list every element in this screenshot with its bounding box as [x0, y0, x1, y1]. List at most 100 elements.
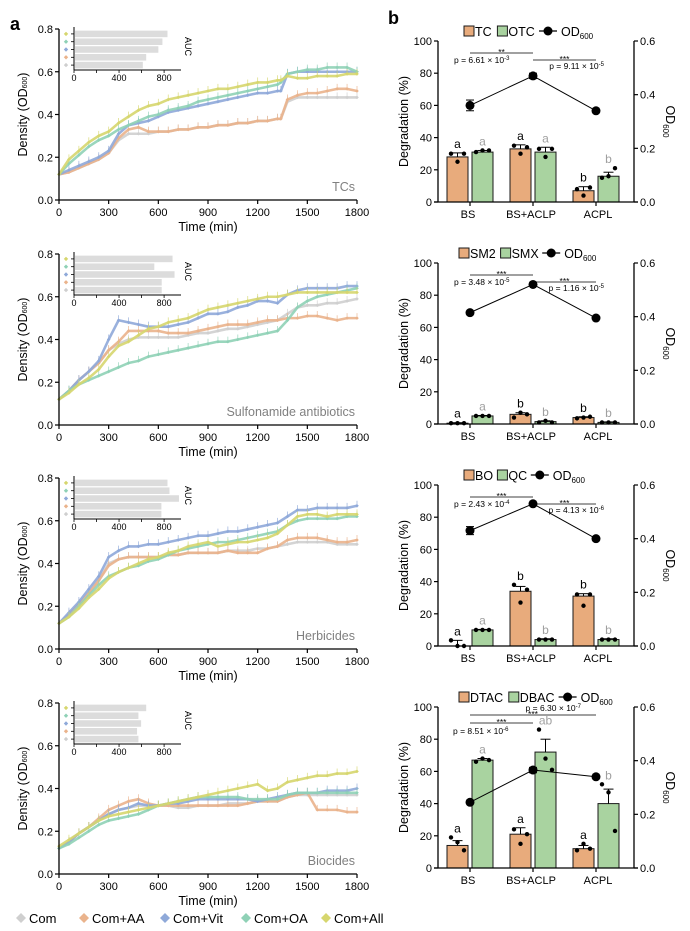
auc-x-tick-label: 800 [157, 747, 172, 757]
data-point-Com+AA [236, 121, 240, 125]
auc-series-marker [63, 256, 69, 262]
data-point-Com+OA [245, 797, 250, 801]
replicate-point [461, 420, 467, 426]
data-point-Com [355, 297, 359, 301]
od600-point [591, 313, 601, 323]
y-tick-label: 0.8 [38, 24, 53, 36]
data-point-Com+Vit [176, 108, 180, 113]
x-tick-label: 600 [149, 656, 167, 668]
data-point-Com+All [196, 795, 200, 799]
auc-x-tick-label: 800 [157, 298, 172, 308]
data-point-Com [345, 299, 349, 303]
data-point-Com+AA [345, 810, 349, 814]
data-point-Com+OA [305, 299, 310, 303]
right-y-tick-label: 0.6 [640, 702, 655, 714]
legend-marker-icon [16, 913, 26, 923]
data-point-Com+AA [325, 316, 329, 320]
auc-inset-a3: 0 400 800 AUC [63, 476, 193, 532]
x-tick-label: 1200 [245, 207, 269, 219]
y-tick-label: 0.2 [38, 826, 53, 838]
legend-label: Com+All [334, 911, 384, 926]
growth-chart-a2: 0.0 0.2 0.4 0.6 0.8 0 300 600 900 1200 1500 1800 Tim… [16, 249, 369, 459]
data-point-Com+All [156, 803, 161, 808]
p-value-exponent: -5 [504, 278, 510, 284]
data-point-Com [335, 95, 339, 100]
data-point-Com+All [255, 538, 260, 542]
data-point-Com+All [67, 615, 71, 619]
x-tick-label: 1800 [345, 656, 369, 668]
y-axis-label-sub: 600 [22, 526, 29, 538]
data-point-Com+AA [265, 119, 270, 123]
data-point-Com+AA [265, 318, 270, 323]
data-point-Com+AA [236, 322, 240, 327]
legend-label: OTC [508, 25, 534, 39]
right-y-axis-label-sub: 600 [661, 124, 670, 138]
data-point-Com+Vit [146, 119, 151, 123]
data-point-Com+AA [186, 803, 190, 808]
data-point-Com+Vit [275, 301, 280, 305]
data-point-Com+All [77, 382, 81, 387]
replicate-point [574, 848, 580, 853]
replicate-point [524, 587, 530, 592]
y-axis-label: Density (OD600) [16, 298, 30, 382]
x-tick-label: 600 [149, 432, 167, 444]
data-point-Com+AA [335, 87, 339, 91]
od600-point [528, 279, 538, 289]
left-y-axis-label: Degradation (%) [397, 298, 411, 389]
data-point-Com+AA [176, 331, 180, 335]
p-value-main: p = 8.51 × 10 [453, 726, 503, 736]
data-point-Com+All [186, 544, 190, 549]
left-y-tick-label: 20 [420, 609, 432, 621]
right-y-axis-label-sub: 600 [661, 346, 670, 360]
data-point-Com+AA [106, 151, 111, 155]
legend-item-com-aa: Com+AA [79, 911, 145, 926]
right-y-tick-label: 0.4 [640, 756, 655, 768]
data-point-Com+OA [106, 818, 111, 823]
auc-bar [75, 271, 175, 278]
replicate-point [511, 582, 517, 588]
data-point-Com+OA [335, 516, 339, 521]
category-label: BS [461, 875, 476, 887]
data-point-Com+All [335, 74, 339, 78]
data-point-Com+OA [305, 516, 310, 521]
auc-inset-a4: 0 400 800 AUC [63, 701, 193, 757]
replicate-point [455, 420, 460, 426]
data-point-Com+All [275, 531, 280, 536]
data-point-Com+AA [245, 121, 250, 125]
replicate-point [448, 835, 454, 840]
replicate-point [581, 603, 586, 608]
y-axis-label-close: ) [16, 747, 30, 751]
replicate-point [574, 416, 580, 421]
right-y-axis-label-sub: 600 [661, 790, 670, 804]
bar-chart-legend: TC OTC OD600 [463, 25, 594, 41]
od600-point [528, 765, 538, 775]
data-point-Com [355, 95, 359, 100]
data-point-Com+OA [206, 341, 210, 346]
data-point-Com+OA [216, 95, 220, 100]
data-point-Com+Vit [335, 506, 339, 510]
x-tick-label: 0 [56, 881, 62, 893]
data-point-Com+All [345, 512, 349, 517]
data-point-Com+All [67, 391, 71, 395]
data-point-Com [186, 333, 190, 338]
data-point-Com+Vit [226, 529, 230, 534]
data-point-Com [305, 540, 310, 544]
bar-chart-legend: DTAC DBAC OD600 [458, 691, 613, 707]
legend-item-com-vit: Com+Vit [160, 911, 223, 926]
left-y-tick-label: 40 [420, 577, 432, 589]
replicate-point [480, 756, 485, 761]
right-y-axis-label-main: OD [663, 549, 677, 568]
data-point-Com+All [156, 324, 161, 329]
data-point-Com+All [176, 318, 180, 323]
p-value-exponent: -7 [576, 704, 582, 710]
data-point-Com+OA [87, 829, 91, 834]
right-y-tick-label: 0.2 [640, 587, 655, 599]
y-tick-label: 0.4 [38, 110, 53, 122]
auc-series-marker [63, 713, 69, 718]
x-tick-label: 0 [56, 432, 62, 444]
data-point-Com+AA [255, 320, 260, 325]
data-point-Com+OA [285, 793, 290, 797]
data-point-Com+OA [226, 93, 230, 98]
data-point-Com+Vit [295, 508, 300, 512]
data-point-Com+OA [315, 790, 320, 795]
